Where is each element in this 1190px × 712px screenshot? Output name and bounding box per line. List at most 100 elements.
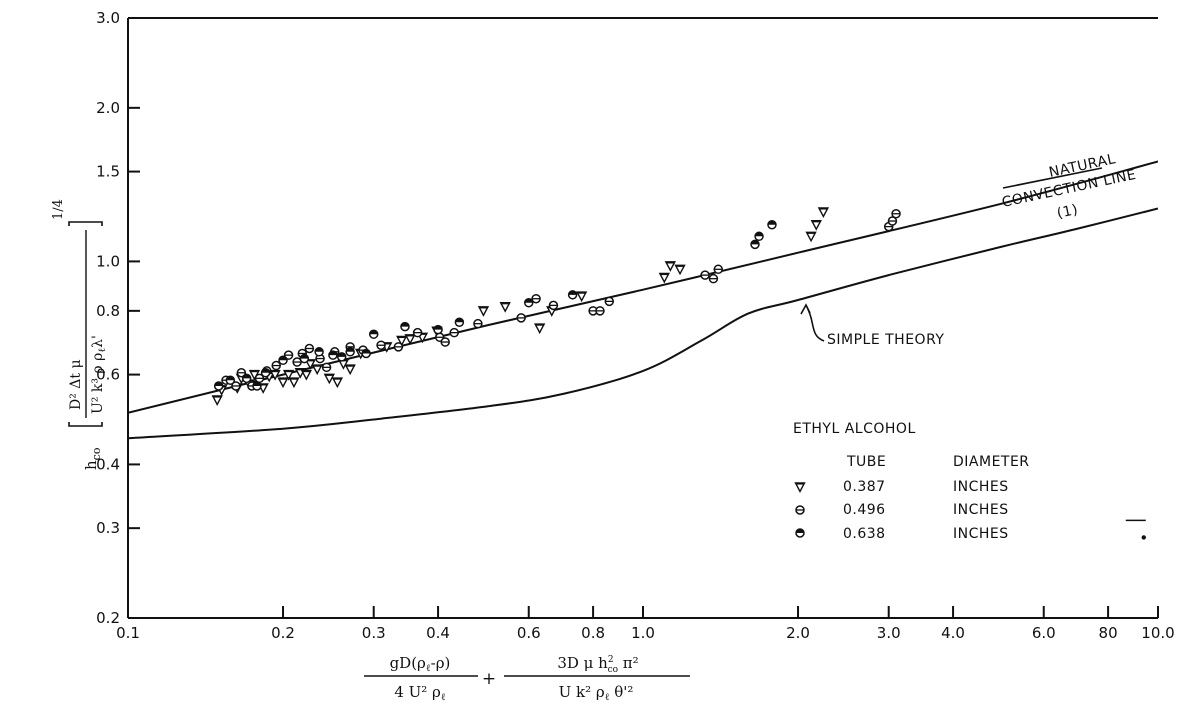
point-circle-half xyxy=(345,347,355,357)
legend-symbol-triangle-down xyxy=(794,482,806,493)
x-tick-label-6-0: 6.0 xyxy=(1032,624,1056,642)
legend-value-0638: 0.638 xyxy=(843,526,886,542)
x-axis-tick-labels: 0.1 0.2 0.3 0.4 0.6 0.8 1.0 2.0 3.0 4.0 6.0 80 10.0 xyxy=(116,624,1175,642)
point-circle-half xyxy=(754,231,764,242)
point-triangle-down xyxy=(664,261,676,272)
point-circle-bar xyxy=(473,318,483,329)
legend-unit-0496: INCHES xyxy=(953,502,1009,518)
point-circle-bar xyxy=(548,300,559,311)
data-points xyxy=(211,207,901,406)
curves xyxy=(128,160,1158,440)
point-circle-bar xyxy=(449,327,459,338)
point-circle-half xyxy=(523,297,534,308)
point-triangle-down xyxy=(575,291,588,303)
x-tick-label-0-8: 0.8 xyxy=(581,624,605,642)
point-circle-half xyxy=(400,321,410,332)
x-label-term1-denominator: 4 U² ρℓ xyxy=(394,683,445,703)
x-tick-label-80: 80 xyxy=(1099,624,1118,642)
y-label-denominator: U² k³ ρ ρℓλ' xyxy=(90,335,108,414)
point-circle-bar xyxy=(376,340,386,350)
legend-marker-circle-bar xyxy=(795,505,805,515)
simple-theory-label: SIMPLE THEORY xyxy=(827,332,944,348)
point-circle-bar xyxy=(271,360,281,371)
natural-label-rule xyxy=(1002,167,1103,189)
point-circle-bar xyxy=(887,216,898,226)
legend-marker-triangle xyxy=(794,482,806,493)
legend-value-0496: 0.496 xyxy=(843,502,886,518)
point-circle-bar xyxy=(440,337,450,347)
simple-theory-pointer xyxy=(800,303,825,342)
point-triangle-down xyxy=(311,364,323,376)
point-circle-bar xyxy=(236,368,247,378)
y-tick-label-2-0: 2.0 xyxy=(96,99,120,117)
stray-marks xyxy=(1125,519,1146,540)
x-tick-label-10-0: 10.0 xyxy=(1141,624,1174,642)
point-circle-half xyxy=(361,348,371,359)
y-tick-label-0-6: 0.6 xyxy=(96,366,120,384)
point-triangle-down xyxy=(817,207,830,218)
point-circle-bar xyxy=(315,353,325,364)
point-circle-bar xyxy=(283,350,294,360)
point-triangle-down xyxy=(674,264,686,276)
point-circle-half xyxy=(314,347,324,357)
y-axis-label: hco D² Δt μ U² k³ ρ ρℓλ' 1/4 xyxy=(51,199,108,470)
simple-theory-curve xyxy=(128,207,1158,440)
natural-convection-line xyxy=(128,160,1158,414)
legend-title: ETHYL ALCOHOL xyxy=(793,421,916,437)
legend-symbol-circle-half xyxy=(795,528,805,538)
x-tick-label-0-1: 0.1 xyxy=(116,624,140,642)
point-circle-bar xyxy=(708,273,719,284)
legend-col-tube: TUBE xyxy=(846,454,886,470)
point-circle-bar xyxy=(516,313,526,323)
legend-col-diameter: DIAMETER xyxy=(953,454,1030,470)
point-circle-half xyxy=(328,350,338,360)
point-circle-half xyxy=(567,290,578,300)
point-triangle-down xyxy=(288,377,300,389)
y-tick-label-1-0: 1.0 xyxy=(96,252,120,270)
point-circle-half xyxy=(225,375,236,385)
y-tick-label-3-0: 3.0 xyxy=(96,9,120,27)
y-label-bracket xyxy=(68,221,103,427)
point-circle-half xyxy=(252,381,262,391)
y-label-exponent: 1/4 xyxy=(51,199,66,220)
y-tick-label-1-5: 1.5 xyxy=(96,163,120,181)
point-circle-half xyxy=(336,352,347,362)
legend-value-0387: 0.387 xyxy=(843,479,886,495)
point-circle-bar xyxy=(304,343,315,354)
y-axis-tick-labels: 0.2 0.3 0.4 0.6 0.8 1.0 1.5 2.0 3.0 xyxy=(96,9,120,627)
y-axis-ticks xyxy=(128,17,140,619)
y-tick-label-0-8: 0.8 xyxy=(96,302,120,320)
point-circle-bar xyxy=(393,342,404,352)
legend: ETHYL ALCOHOL TUBE DIAMETER 0.387 INCHES… xyxy=(793,421,1030,542)
point-circle-bar xyxy=(412,327,423,338)
point-triangle-down xyxy=(211,395,223,406)
point-circle-half xyxy=(260,368,271,378)
point-triangle-down xyxy=(344,364,356,376)
point-triangle-down xyxy=(805,231,817,243)
point-triangle-down xyxy=(323,373,335,385)
point-triangle-down xyxy=(658,272,670,284)
point-triangle-down xyxy=(404,334,416,345)
x-tick-label-0-4: 0.4 xyxy=(426,624,450,642)
y-tick-label-0-2: 0.2 xyxy=(96,609,120,627)
natural-convection-annotation: NATURAL CONVECTION LINE (1) xyxy=(1001,151,1138,222)
simple-theory-annotation: SIMPLE THEORY xyxy=(800,303,944,348)
point-circle-bar xyxy=(321,362,332,373)
x-label-plus: + xyxy=(482,669,496,689)
point-circle-half xyxy=(241,373,252,384)
x-tick-label-0-6: 0.6 xyxy=(517,624,541,642)
point-circle-half xyxy=(454,317,465,327)
point-circle-bar xyxy=(595,306,605,316)
x-axis-ticks xyxy=(127,606,1159,618)
y-tick-label-0-3: 0.3 xyxy=(96,519,120,537)
legend-unit-0638: INCHES xyxy=(953,526,1009,542)
point-circle-half xyxy=(433,324,443,335)
point-triangle-down xyxy=(269,369,281,381)
point-circle-bar xyxy=(700,270,710,280)
point-circle-bar xyxy=(713,264,724,275)
point-triangle-down xyxy=(300,369,313,381)
point-circle-bar xyxy=(891,208,901,219)
point-triangle-down xyxy=(533,323,546,335)
point-triangle-down xyxy=(277,377,289,389)
x-label-term2-denominator: U k² ρℓ θ'² xyxy=(559,683,634,703)
